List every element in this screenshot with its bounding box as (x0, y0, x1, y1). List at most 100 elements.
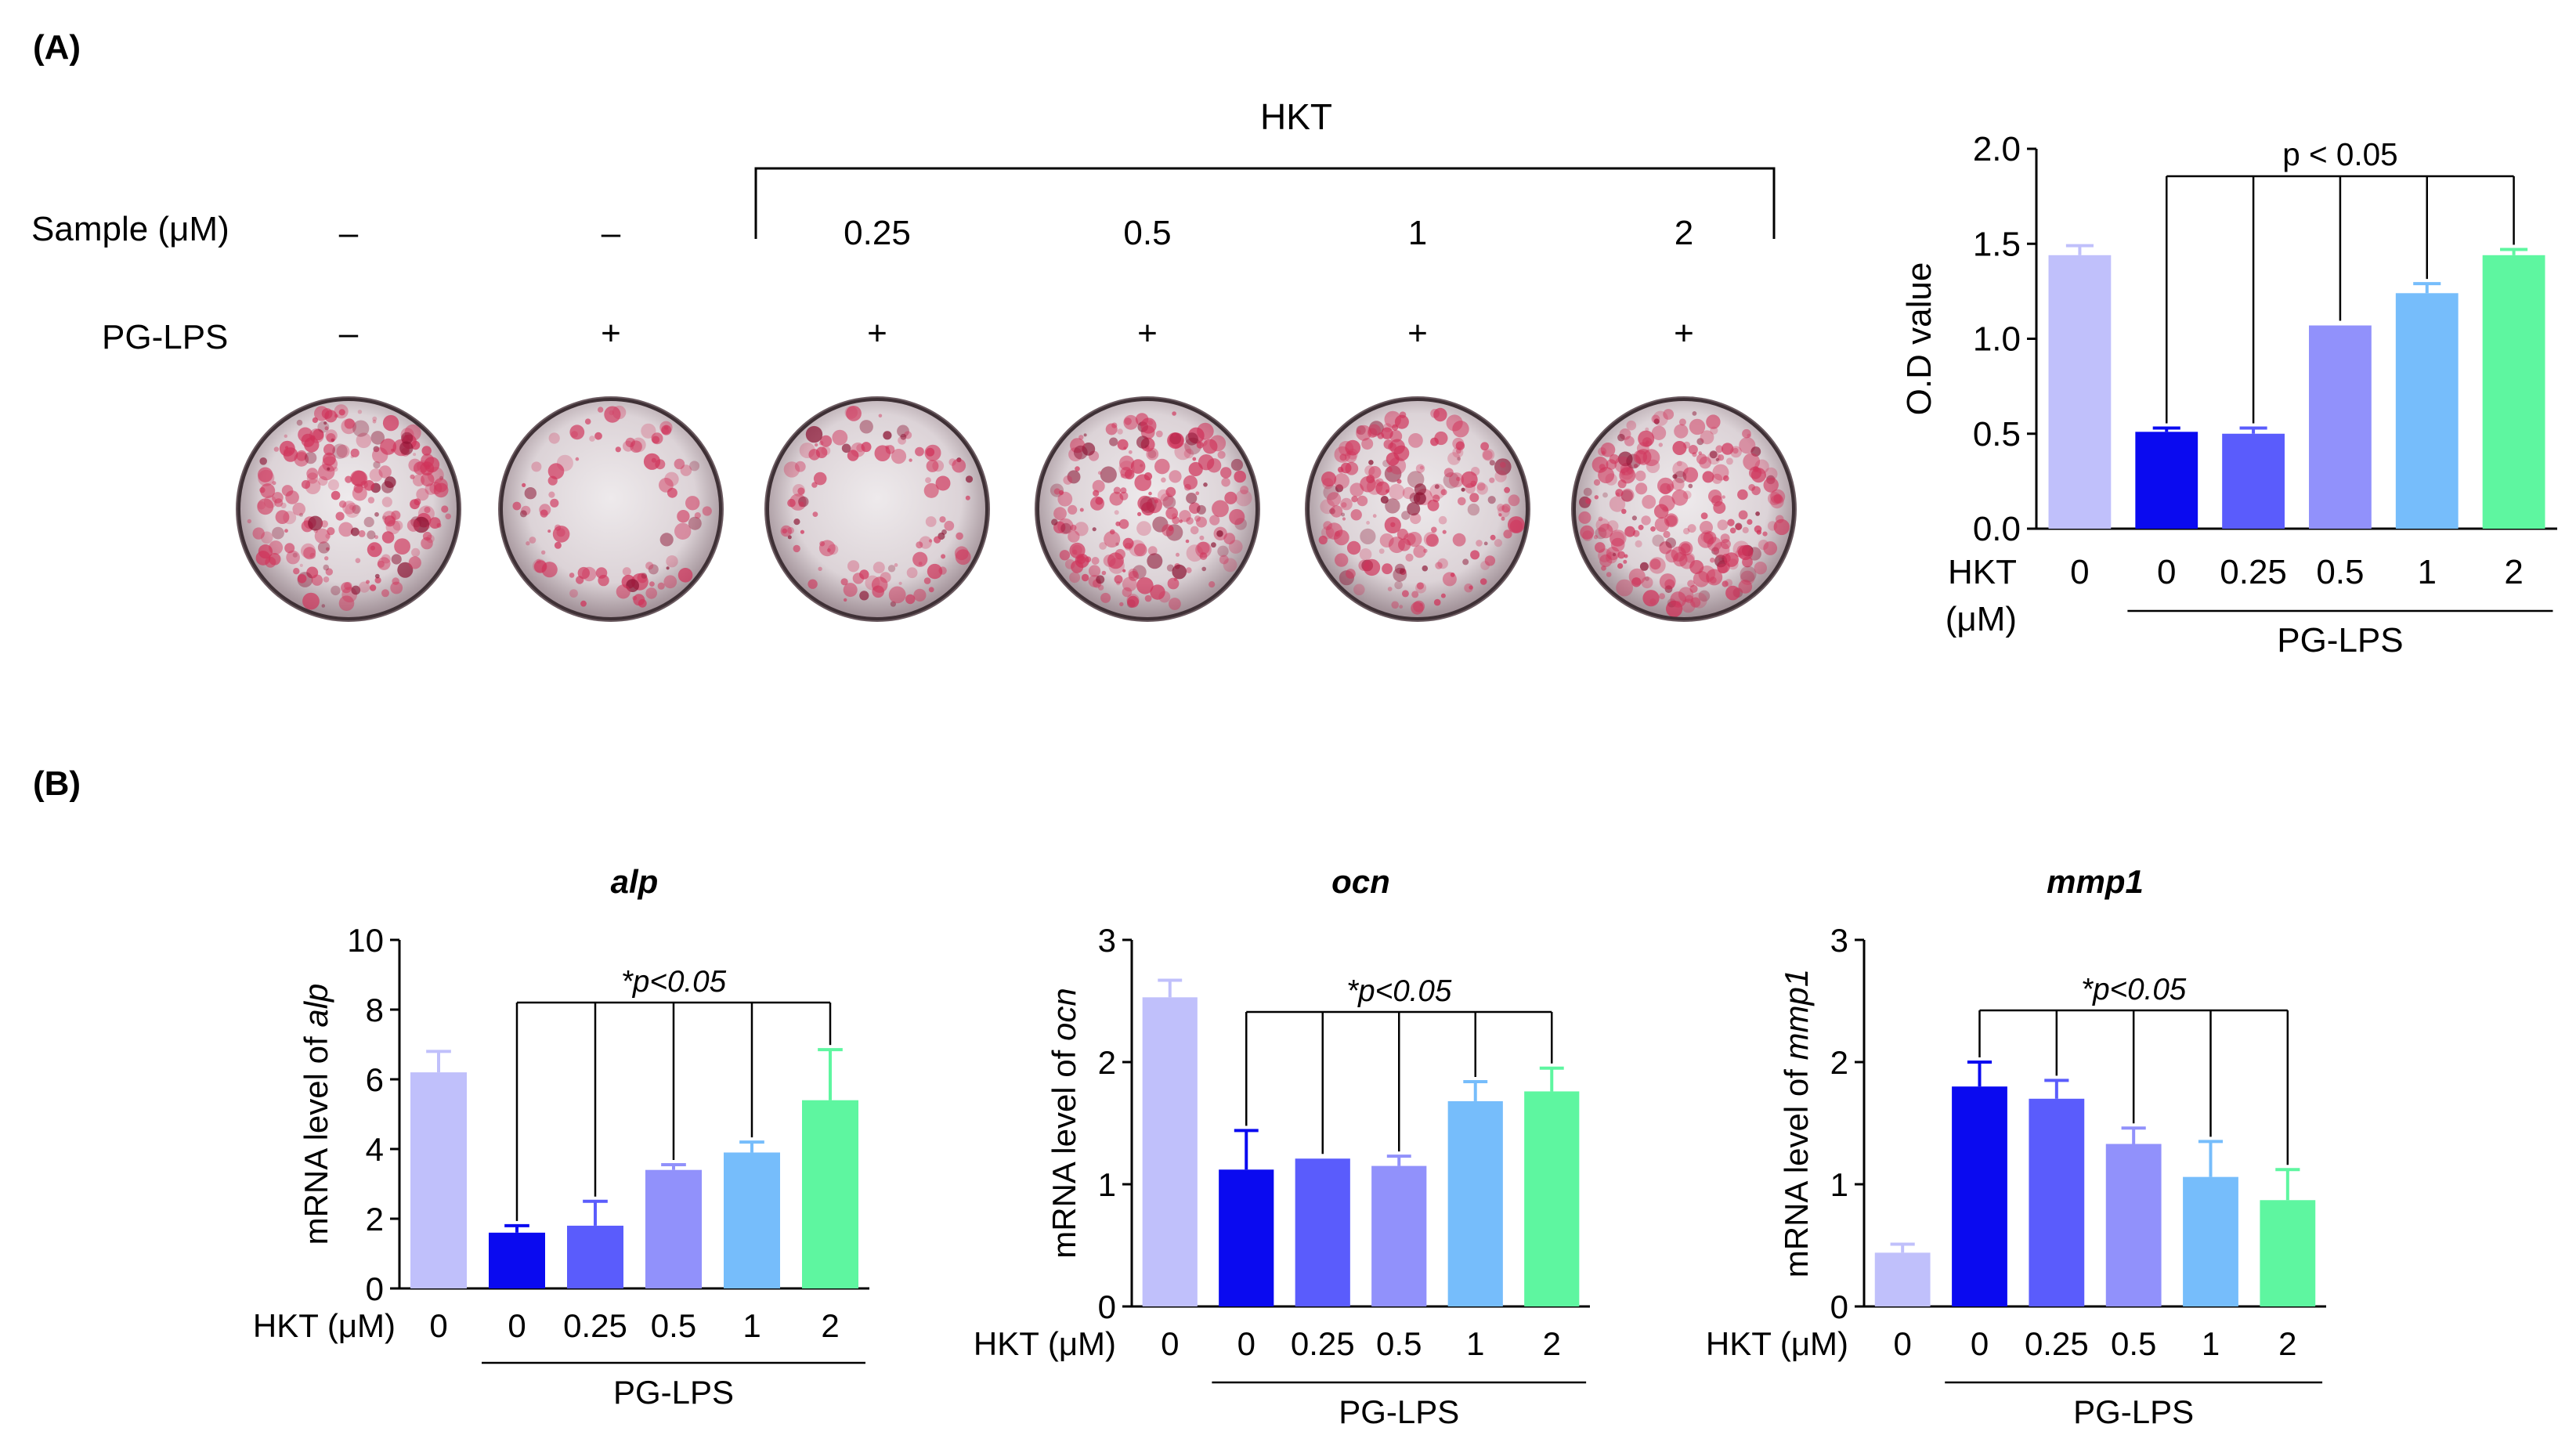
bar (2260, 1200, 2316, 1306)
y-tick-label: 10 (347, 922, 384, 959)
well-edge (237, 398, 460, 620)
x-tick-label: 0 (429, 1307, 447, 1344)
group-label: PG-LPS (613, 1374, 734, 1411)
bar (2395, 293, 2459, 529)
sample-value: – (602, 214, 621, 252)
significance-bracket: p < 0.05 (2166, 136, 2515, 424)
x-tick-label: 0.25 (563, 1307, 627, 1344)
bar (1295, 1158, 1350, 1306)
x-tick-label: 0 (1237, 1325, 1255, 1362)
bar (2105, 1144, 2162, 1306)
x-tick-label: 0 (2157, 553, 2176, 591)
x-tick-label: 0 (1893, 1325, 1911, 1362)
significance-label: *p<0.05 (2081, 973, 2187, 1006)
significance-bracket: *p<0.05 (1978, 973, 2289, 1165)
y-axis-label: mRNA level of mmp1 (1778, 969, 1815, 1277)
y-tick-label: 1 (1830, 1166, 1848, 1203)
y-tick-label: 1.0 (1973, 320, 2021, 359)
alp-chart: 0 2 4 6 8 10 0 0 0.25 0.5 1 2 *p<0.05 PG-LPS alp mRNA l… (253, 863, 869, 1411)
bar (1142, 997, 1198, 1306)
sample-value: – (339, 214, 359, 252)
x-tick-label: 0.25 (2220, 553, 2287, 591)
bar (2482, 255, 2545, 529)
lps-value: + (867, 314, 887, 352)
bar (2222, 433, 2285, 529)
panel-a-label: (A) (33, 28, 81, 67)
mmp1-chart: 0 1 2 3 0 0 0.25 0.5 1 2 *p<0.05 PG-LPS mmp1 mRNA lev… (1706, 863, 2326, 1430)
y-tick-label: 2.0 (1973, 130, 2021, 168)
x-axis-label: HKT (1948, 553, 2017, 591)
chart-title: alp (611, 863, 659, 900)
sample-value: 0.25 (844, 214, 911, 252)
hkt-bracket (754, 167, 1776, 239)
x-tick-label: 0 (1971, 1325, 1989, 1362)
y-tick-label: 3 (1098, 922, 1116, 959)
x-tick-label: 0.25 (2025, 1325, 2089, 1362)
stain-texture (1578, 409, 1790, 618)
x-axis-label: HKT (μM) (253, 1307, 396, 1344)
well-photo (764, 396, 990, 622)
y-tick-label: 0 (1830, 1288, 1848, 1325)
bar (2048, 255, 2112, 529)
x-tick-label: 1 (1466, 1325, 1484, 1362)
x-tick-label: 1 (2418, 553, 2437, 591)
stain-texture (512, 405, 712, 608)
x-tick-label: 0.5 (2316, 553, 2364, 591)
panel-b-label: (B) (33, 764, 81, 803)
y-tick-label: 4 (366, 1131, 384, 1168)
stain-texture (1050, 411, 1252, 610)
significance-bracket: *p<0.05 (515, 965, 832, 1221)
significance-label: *p<0.05 (621, 965, 727, 999)
lps-value: – (339, 314, 359, 352)
x-tick-label: 0.5 (1376, 1325, 1422, 1362)
well-edge (766, 398, 988, 620)
hkt-label: HKT (1260, 96, 1332, 137)
well-edge (1306, 398, 1529, 620)
lps-row-label: PG-LPS (102, 318, 228, 356)
x-tick-label: 2 (2504, 553, 2523, 591)
bar (1371, 1165, 1427, 1306)
panel-a-header: HKT Sample (μM) PG-LPS – – 0.25 0.5 1 2 – + + + +… (31, 96, 1776, 356)
sample-value: 2 (1675, 214, 1693, 252)
bar (489, 1232, 545, 1288)
bar (1447, 1100, 1503, 1306)
x-tick-label: 2 (1543, 1325, 1561, 1362)
stain-texture (1318, 407, 1525, 615)
x-tick-label: 2 (821, 1307, 839, 1344)
bar (1952, 1086, 2007, 1306)
well-interior (501, 399, 721, 619)
ocn-chart: 0 1 2 3 0 0 0.25 0.5 1 2 *p<0.05 PG-LPS ocn mRNA leve… (974, 863, 1590, 1430)
x-tick-label: 1 (742, 1307, 761, 1344)
y-tick-label: 0 (1098, 1288, 1116, 1325)
lps-value: + (1137, 314, 1158, 352)
significance-bracket: *p<0.05 (1245, 974, 1553, 1155)
sample-row-label: Sample (μM) (31, 210, 229, 248)
well-photo (1571, 396, 1797, 622)
lps-value: + (1407, 314, 1428, 352)
x-axis-unit: (μM) (1946, 600, 2017, 638)
well-edge (500, 398, 722, 620)
bar (1219, 1169, 1274, 1306)
x-axis-label: HKT (μM) (974, 1325, 1116, 1362)
bar (1874, 1252, 1931, 1306)
x-tick-label: 1 (2202, 1325, 2220, 1362)
bar (410, 1072, 467, 1288)
well-photo (1035, 396, 1260, 622)
y-axis-label: O.D value (1900, 262, 1938, 416)
sample-values: – – 0.25 0.5 1 2 (339, 214, 1693, 252)
chart-title: mmp1 (2047, 863, 2144, 900)
significance-label: *p<0.05 (1346, 974, 1452, 1008)
x-tick-label: 0.25 (1291, 1325, 1355, 1362)
y-tick-label: 0.5 (1973, 415, 2021, 453)
y-tick-label: 6 (366, 1061, 384, 1098)
well-photos (236, 396, 1797, 622)
y-axis-label: mRNA level of alp (298, 984, 334, 1245)
od-chart: 0.0 0.5 1.0 1.5 2.0 0 0 0.25 0.5 1 2 p < 0.05 PG-LPS… (1900, 130, 2557, 659)
well-photo (1305, 396, 1530, 622)
sample-value: 1 (1408, 214, 1427, 252)
y-tick-label: 0.0 (1973, 510, 2021, 548)
x-tick-label: 0.5 (2111, 1325, 2156, 1362)
bar (724, 1152, 780, 1288)
group-label: PG-LPS (1339, 1393, 1459, 1430)
